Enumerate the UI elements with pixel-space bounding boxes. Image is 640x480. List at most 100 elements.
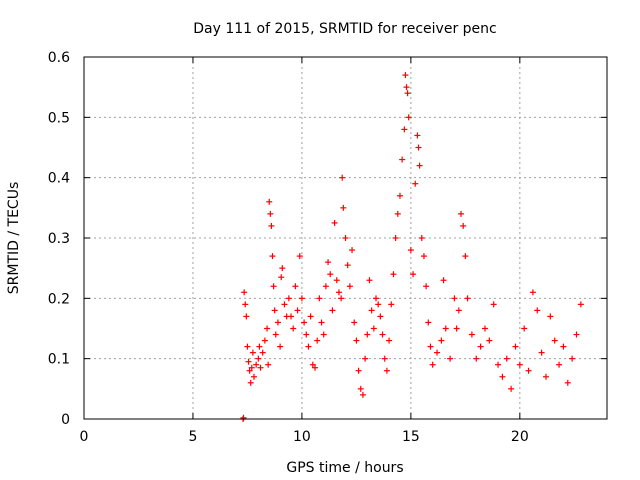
data-point [414,132,421,139]
data-point [403,84,410,91]
data-point [335,289,342,296]
data-point [307,313,314,320]
data-point [551,337,558,344]
data-point [512,343,519,350]
data-point [503,355,510,362]
data-point [464,295,471,302]
data-point [577,301,584,308]
data-point [542,373,549,380]
data-point [331,219,338,226]
data-point [351,319,358,326]
data-point [362,355,369,362]
data-point [416,162,423,169]
chart-title: Day 111 of 2015, SRMTID for receiver pen… [193,21,496,37]
data-point [427,343,434,350]
data-point [316,295,323,302]
data-point [390,271,397,278]
data-point [298,295,305,302]
data-point [261,337,268,344]
data-point [418,235,425,241]
data-point [271,307,278,314]
data-point [392,235,399,241]
data-point [383,367,390,374]
data-point [253,361,260,368]
data-point [342,235,349,241]
data-point [412,180,419,187]
data-point [457,210,464,217]
data-point [410,271,417,278]
data-point [490,301,497,308]
data-point [305,343,312,350]
data-point [270,283,277,290]
data-point [339,174,346,181]
data-point [442,325,449,332]
data-point [246,367,253,374]
data-point [279,265,286,272]
data-point [243,313,250,320]
data-point [386,337,393,344]
data-point [495,361,502,368]
data-point [560,343,567,350]
data-point [248,364,255,371]
data-point [327,271,334,278]
data-point [429,361,436,368]
data-point [355,367,362,374]
data-point [399,156,406,163]
data-point [423,283,430,290]
y-tick-label: 0 [61,412,70,428]
data-point [322,283,329,290]
data-point [447,355,454,362]
data-point [325,259,332,266]
data-point [402,72,409,79]
data-point [388,301,395,308]
data-point [451,295,458,302]
data-point [314,337,321,344]
y-tick-label: 0.4 [48,171,70,187]
data-point [309,361,316,368]
data-point [368,307,375,314]
data-point [340,204,347,211]
data-point [375,301,382,308]
x-tick-label: 5 [188,429,197,445]
data-point [394,210,401,217]
data-point [278,274,285,281]
data-point [407,247,414,254]
data-point [438,337,445,344]
data-point [267,210,274,217]
data-point [242,301,249,308]
data-point [420,253,427,260]
data-point [281,301,288,308]
data-point [311,364,318,371]
data-point [294,307,301,314]
data-point [499,373,506,380]
data-point [481,325,488,332]
data-point [266,198,273,205]
data-point [525,367,532,374]
data-points [240,72,584,422]
data-point [245,358,252,365]
data-point [318,319,325,326]
data-point [338,295,345,302]
data-point [404,90,411,97]
data-point [241,289,248,296]
data-point [379,331,386,338]
x-tick-label: 0 [80,429,89,445]
data-point [405,114,412,121]
data-point [538,349,545,356]
data-point [264,325,271,332]
data-point [516,361,523,368]
data-point [462,253,469,260]
y-axis-label: SRMTID / TECUs [6,182,22,295]
data-point [349,247,356,254]
data-point [247,379,254,386]
data-point [440,277,447,284]
data-point [288,313,295,320]
data-point [556,361,563,368]
data-point [329,307,336,314]
data-point [357,385,364,392]
data-point [296,253,303,260]
data-point [292,283,299,290]
axis-ticks: 0 5 10 15 20 0 0.1 0.2 0.3 0.4 0.5 0.6 [48,50,607,445]
y-tick-label: 0.3 [48,231,70,247]
